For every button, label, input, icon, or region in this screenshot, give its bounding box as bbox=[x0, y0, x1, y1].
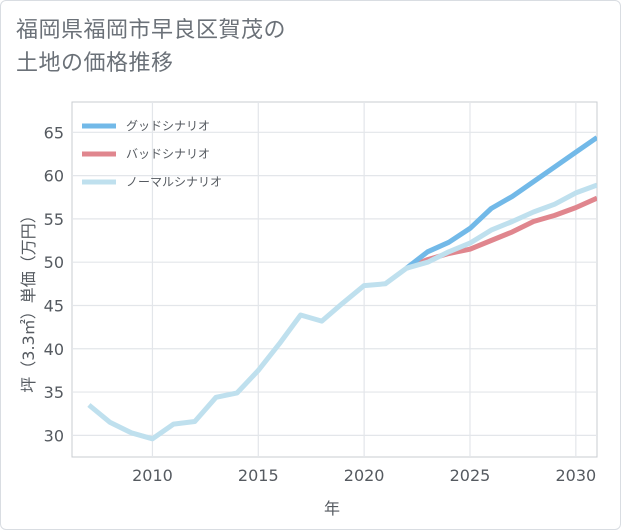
chart-title-line2: 土地の価格推移 bbox=[16, 51, 174, 76]
series-line-good bbox=[404, 135, 597, 271]
grid-lines bbox=[72, 102, 597, 457]
x-tick-label: 2025 bbox=[450, 466, 491, 485]
x-tick-label: 2010 bbox=[132, 466, 173, 485]
y-tick-label: 50 bbox=[44, 253, 64, 272]
y-tick-label: 60 bbox=[44, 167, 64, 186]
legend-label: グッドシナリオ bbox=[126, 119, 210, 133]
x-tick-label: 2030 bbox=[555, 466, 596, 485]
x-axis-title: 年 bbox=[324, 499, 340, 518]
plot-area bbox=[71, 101, 598, 458]
x-tick-label: 2020 bbox=[344, 466, 385, 485]
legend-label: バッドシナリオ bbox=[126, 147, 210, 161]
y-tick-label: 45 bbox=[44, 296, 64, 315]
series-line-normal bbox=[87, 182, 597, 442]
y-tick-label: 35 bbox=[44, 383, 64, 402]
x-tick-label: 2015 bbox=[238, 466, 279, 485]
legend-label: ノーマルシナリオ bbox=[126, 175, 222, 189]
y-tick-label: 65 bbox=[44, 123, 64, 142]
y-axis-ticks: 30 35 40 45 50 55 60 65 bbox=[44, 123, 64, 445]
chart-title-line1: 福岡県福岡市早良区賀茂の bbox=[16, 18, 287, 43]
chart-title: 福岡県福岡市早良区賀茂の 土地の価格推移 bbox=[16, 14, 576, 80]
x-axis-ticks: 2010 2015 2020 2025 2030 bbox=[132, 466, 596, 485]
y-tick-label: 55 bbox=[44, 210, 64, 229]
series-lines bbox=[87, 135, 597, 442]
y-tick-label: 40 bbox=[44, 340, 64, 359]
y-tick-label: 30 bbox=[44, 426, 64, 445]
y-axis-title: 坪（3.3㎡）単価（万円） bbox=[19, 207, 38, 392]
